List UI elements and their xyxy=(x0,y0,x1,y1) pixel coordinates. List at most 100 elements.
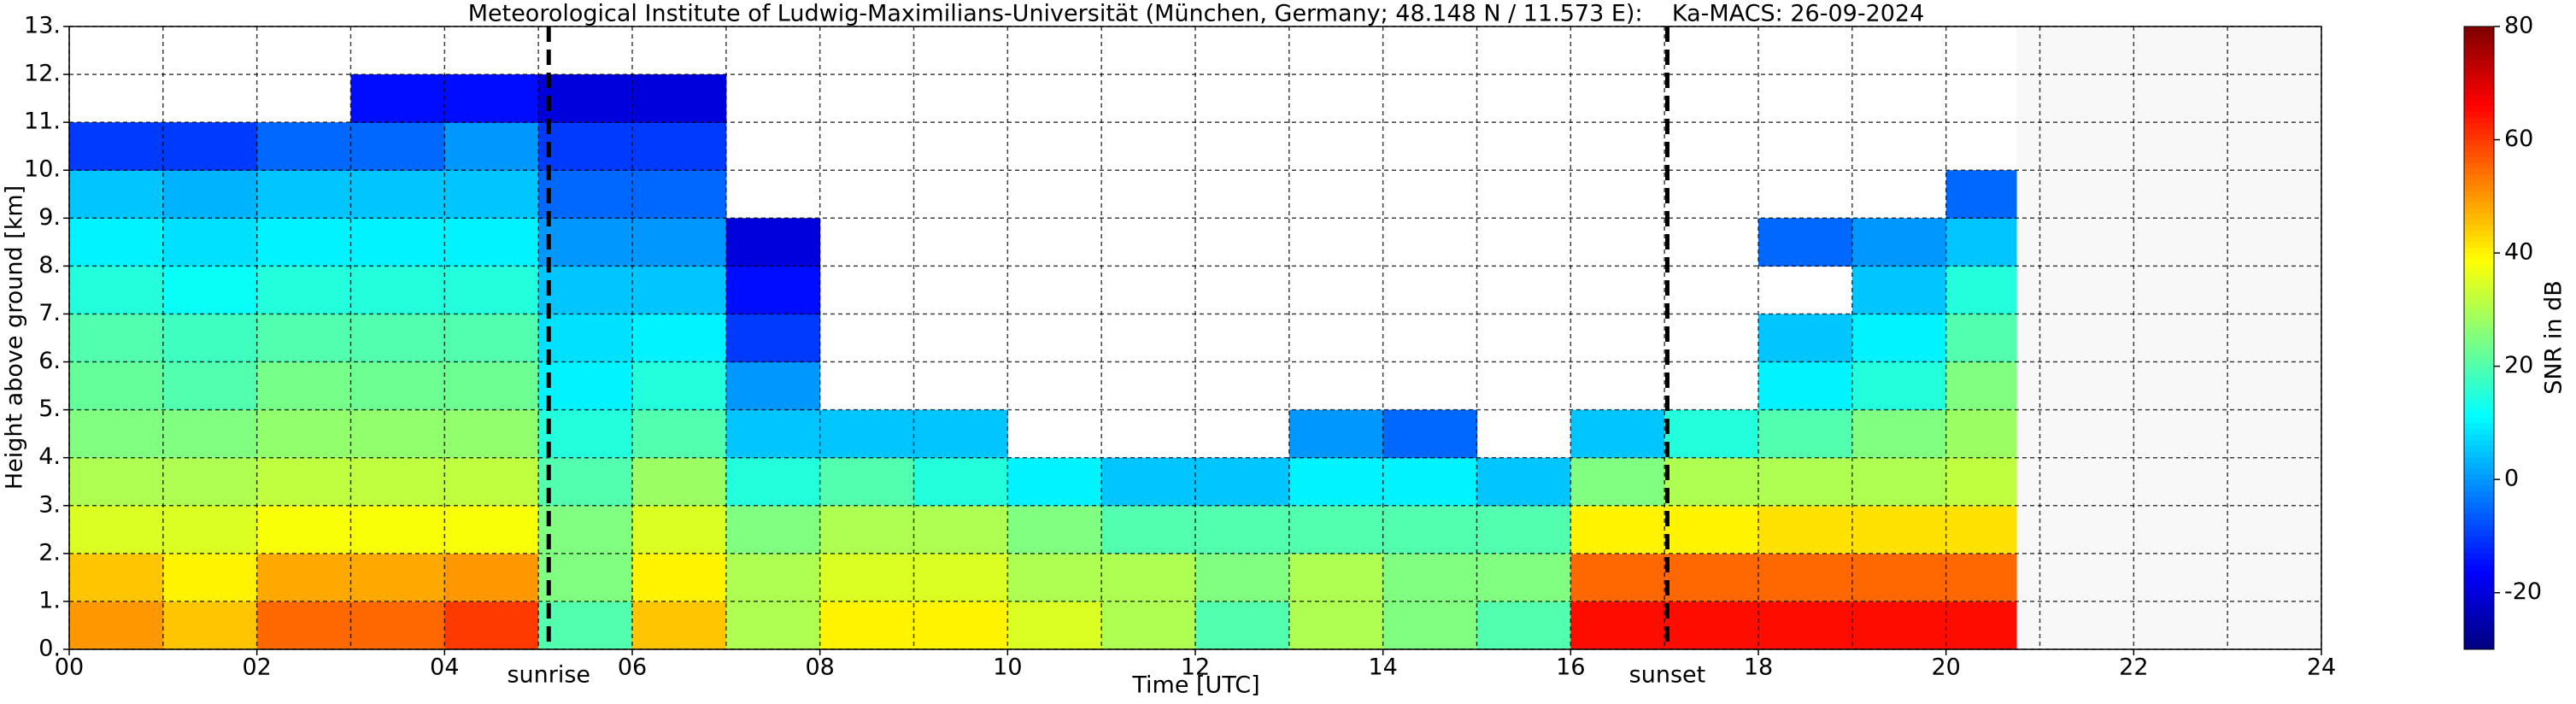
heatmap-cell xyxy=(444,553,539,602)
x-tick-label: 06 xyxy=(618,654,647,681)
heatmap-cell xyxy=(69,314,164,363)
colorbar-segment xyxy=(2464,309,2494,316)
heatmap-cell xyxy=(1195,601,1290,650)
heatmap-cell xyxy=(1851,505,1947,554)
heatmap-cell xyxy=(444,457,539,507)
x-tick-label: 04 xyxy=(430,654,459,681)
heatmap-cell xyxy=(162,505,258,554)
annotation-label: sunrise xyxy=(507,662,590,689)
colorbar-segment xyxy=(2464,558,2494,566)
colorbar-segment xyxy=(2464,637,2494,644)
heatmap-cell xyxy=(1851,361,1947,411)
heatmap-cell xyxy=(69,266,164,314)
heatmap-cell xyxy=(1945,361,2017,411)
heatmap-cell xyxy=(725,218,821,267)
colorbar-segment xyxy=(2464,133,2494,141)
colorbar-segment xyxy=(2464,615,2494,622)
colorbar-segment xyxy=(2464,462,2494,469)
heatmap-cell xyxy=(1195,457,1290,507)
heatmap-cell xyxy=(350,409,445,459)
colorbar-segment xyxy=(2464,167,2494,174)
heatmap-cell xyxy=(1101,457,1196,507)
colorbar-segment xyxy=(2464,60,2494,67)
colorbar-segment xyxy=(2464,377,2494,384)
colorbar-segment xyxy=(2464,417,2494,424)
colorbar-segment xyxy=(2464,298,2494,305)
heatmap-cell xyxy=(538,601,633,650)
x-tick-label: 00 xyxy=(55,654,84,681)
heatmap-cell xyxy=(725,505,821,554)
y-tick-label: 12. xyxy=(24,61,61,87)
heatmap-cell xyxy=(69,601,164,650)
heatmap-cell xyxy=(69,361,164,411)
heatmap-cell xyxy=(1570,601,1665,650)
heatmap-cell xyxy=(913,457,1008,507)
heatmap-cell xyxy=(538,457,633,507)
heatmap-cell xyxy=(162,553,258,602)
heatmap-cell xyxy=(69,553,164,602)
colorbar-segment xyxy=(2464,230,2494,237)
y-tick-label: 5. xyxy=(38,396,61,422)
heatmap-cell xyxy=(725,266,821,314)
heatmap-cell xyxy=(1476,457,1571,507)
heatmap-cell xyxy=(350,553,445,602)
heatmap-cell xyxy=(538,218,633,267)
heatmap-cell xyxy=(444,266,539,314)
colorbar-segment xyxy=(2464,372,2494,378)
colorbar-tick-label: 0 xyxy=(2504,466,2519,492)
colorbar-segment xyxy=(2464,145,2494,152)
heatmap-cell xyxy=(1101,601,1196,650)
colorbar-segment xyxy=(2464,202,2494,208)
colorbar-segment xyxy=(2464,553,2494,560)
y-tick-label: 13. xyxy=(24,13,61,39)
colorbar-segment xyxy=(2464,88,2494,96)
colorbar-segment xyxy=(2464,564,2494,571)
heatmap-cell xyxy=(632,553,727,602)
heatmap-cell xyxy=(444,409,539,459)
colorbar-segment xyxy=(2464,575,2494,582)
heatmap-cell xyxy=(256,409,351,459)
heatmap-cell xyxy=(444,218,539,267)
colorbar-segment xyxy=(2464,292,2494,299)
x-tick-label: 20 xyxy=(1931,654,1960,681)
heatmap-cell xyxy=(162,314,258,363)
colorbar-segment xyxy=(2464,236,2494,243)
colorbar-segment xyxy=(2464,150,2494,157)
heatmap-cell xyxy=(1945,553,2017,602)
colorbar-segment xyxy=(2464,603,2494,611)
colorbar-segment xyxy=(2464,542,2494,549)
colorbar-segment xyxy=(2464,473,2494,480)
heatmap-cell xyxy=(538,122,633,171)
x-axis-label: Time [UTC] xyxy=(1131,672,1259,699)
heatmap-cell xyxy=(1476,601,1571,650)
colorbar-segment xyxy=(2464,536,2494,543)
colorbar-segment xyxy=(2464,281,2494,288)
heatmap-cell xyxy=(1570,505,1665,554)
colorbar-segment xyxy=(2464,394,2494,401)
heatmap-cell xyxy=(69,457,164,507)
no-data-region xyxy=(2016,26,2321,649)
heatmap-cell xyxy=(162,122,258,171)
colorbar-segment xyxy=(2464,496,2494,503)
colorbar-segment xyxy=(2464,507,2494,514)
colorbar-segment xyxy=(2464,620,2494,627)
colorbar-segment xyxy=(2464,626,2494,633)
heatmap-cell xyxy=(1945,409,2017,459)
heatmap-cell xyxy=(1382,601,1477,650)
heatmap-cell xyxy=(444,314,539,363)
heatmap-cell xyxy=(538,74,633,123)
heatmap-cell xyxy=(69,218,164,267)
heatmap-cell xyxy=(162,266,258,314)
heatmap-cell xyxy=(69,505,164,554)
colorbar-segment xyxy=(2464,581,2494,588)
heatmap-cell xyxy=(1664,409,1759,459)
y-tick-label: 2. xyxy=(38,539,61,566)
colorbar-segment xyxy=(2464,632,2494,639)
heatmap-cell xyxy=(350,266,445,314)
heatmap-cell xyxy=(1570,553,1665,602)
heatmap-cell xyxy=(1007,505,1102,554)
heatmap-cell xyxy=(162,170,258,219)
heatmap-cell xyxy=(162,601,258,650)
heatmap-cell xyxy=(1101,505,1196,554)
heatmap-cell xyxy=(725,553,821,602)
